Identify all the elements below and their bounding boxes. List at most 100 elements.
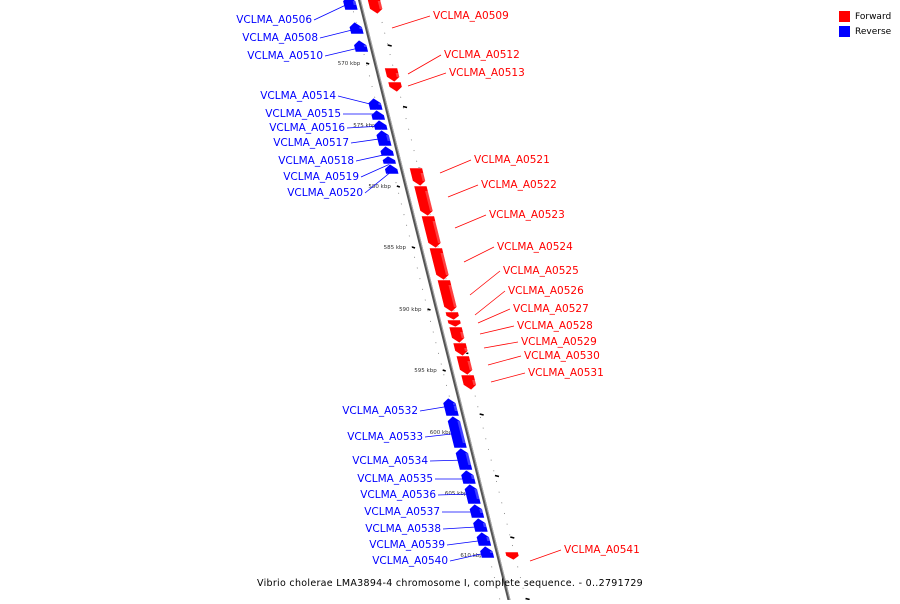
gene-label: VCLMA_A0519	[283, 171, 359, 183]
gene-leader-line	[449, 553, 482, 562]
gene-feature-shade	[425, 191, 434, 211]
gene-feature	[455, 447, 473, 471]
gene-leader-line	[442, 526, 477, 530]
gene-leader-line	[487, 355, 522, 366]
gene-label: VCLMA_A0522	[481, 179, 557, 191]
scale-tick-mark	[411, 246, 416, 249]
gene-feature	[408, 167, 426, 187]
gene-leader-line	[407, 72, 447, 87]
gene-leader-line	[479, 325, 515, 335]
ruler-mark	[525, 597, 530, 601]
scale-tick-mark	[365, 62, 370, 65]
ruler-mark	[387, 44, 392, 47]
gene-label: VCLMA_A0527	[513, 303, 589, 315]
scale-tick-label: 570 kbp	[338, 61, 361, 67]
gene-feature-shade	[474, 489, 480, 499]
scale-tick-label: 605 kbp	[445, 491, 468, 497]
gene-feature	[348, 21, 365, 35]
gene-feature-shade	[464, 348, 468, 351]
gene-leader-line	[407, 54, 442, 75]
scale-tick-mark	[396, 185, 401, 188]
gene-feature-shade	[457, 421, 466, 443]
gene-feature-shade	[420, 173, 426, 181]
backbone	[357, 0, 512, 604]
gene-feature	[452, 342, 469, 357]
gene-feature	[382, 155, 397, 165]
gene-label: VCLMA_A0526	[508, 285, 584, 297]
gene-feature	[460, 374, 477, 391]
ruler-mark	[494, 474, 500, 478]
gene-label: VCLMA_A0521	[474, 154, 550, 166]
gene-label: VCLMA_A0528	[517, 320, 593, 332]
gene-label: VCLMA_A0523	[489, 209, 565, 221]
gene-leader-line	[490, 372, 526, 383]
gene-label: VCLMA_A0530	[524, 350, 600, 362]
gene-feature-shade	[378, 103, 382, 105]
legend-reverse-label: Reverse	[855, 26, 892, 37]
gene-feature	[436, 279, 458, 313]
gene-leader-line	[529, 549, 562, 562]
legend: Forward Reverse	[839, 9, 891, 39]
legend-forward: Forward	[839, 9, 891, 24]
gene-label: VCLMA_A0512	[444, 49, 520, 61]
gene-leader-line	[474, 290, 506, 316]
gene-feature-shade	[472, 380, 477, 385]
ruler-dotted-left	[350, 0, 502, 604]
gene-label: VCLMA_A0535	[357, 473, 433, 485]
gene-leader-line	[463, 246, 495, 263]
gene-feature	[384, 67, 401, 83]
gene-feature-shade	[395, 73, 400, 77]
gene-feature	[475, 531, 492, 547]
gene-leader-line	[429, 459, 467, 462]
ruler-mark	[402, 105, 408, 109]
gene-label: VCLMA_A0533	[347, 431, 423, 443]
gene-leader-line	[447, 184, 479, 198]
gene-feature	[448, 326, 466, 344]
gene-label: VCLMA_A0537	[364, 506, 440, 518]
gene-leader-line	[355, 153, 389, 162]
gene-feature	[468, 503, 485, 519]
gene-leader-line	[337, 95, 379, 107]
gene-label: VCLMA_A0539	[369, 539, 445, 551]
scale-tick-mark	[427, 308, 431, 311]
gene-feature-shade	[479, 509, 484, 513]
scale-tick-label: 595 kbp	[414, 368, 437, 374]
gene-label: VCLMA_A0532	[342, 405, 418, 417]
gene-feature-shade	[359, 27, 363, 29]
gene-leader-line	[350, 137, 387, 144]
gene-feature	[384, 163, 400, 175]
gene-feature	[479, 545, 495, 559]
gene-feature	[387, 81, 403, 93]
gene-leader-line	[469, 270, 501, 296]
gene-feature	[446, 319, 462, 328]
gene-feature-shade	[440, 253, 450, 275]
scale-tick-label: 585 kbp	[384, 245, 407, 251]
gene-feature	[447, 415, 468, 449]
gene-label: VCLMA_A0529	[521, 336, 597, 348]
gene-label: VCLMA_A0514	[260, 90, 336, 102]
gene-feature-shade	[489, 551, 494, 553]
gene-feature	[460, 469, 477, 485]
gene-leader-line	[391, 15, 431, 29]
gene-feature-shade	[486, 537, 491, 541]
scale-tick-mark	[442, 369, 446, 372]
gene-leader-line	[419, 404, 457, 412]
gene-feature	[413, 185, 434, 217]
scale-tick-label: 575 kbp	[353, 123, 376, 129]
forward-swatch	[839, 11, 850, 22]
gene-feature	[428, 247, 450, 281]
gene-leader-line	[324, 46, 364, 57]
gene-label: VCLMA_A0506	[236, 14, 312, 26]
gene-leader-line	[360, 163, 391, 178]
gene-feature	[353, 39, 369, 53]
gene-leader-line	[446, 540, 479, 546]
reverse-swatch	[839, 26, 850, 37]
gene-label: VCLMA_A0508	[242, 32, 318, 44]
gene-feature-shade	[467, 361, 473, 370]
gene-label: VCLMA_A0540	[372, 555, 448, 567]
gene-leader-line	[437, 493, 471, 496]
gene-leader-line	[454, 214, 487, 229]
gene-feature-shade	[377, 1, 383, 9]
legend-reverse: Reverse	[839, 24, 891, 39]
